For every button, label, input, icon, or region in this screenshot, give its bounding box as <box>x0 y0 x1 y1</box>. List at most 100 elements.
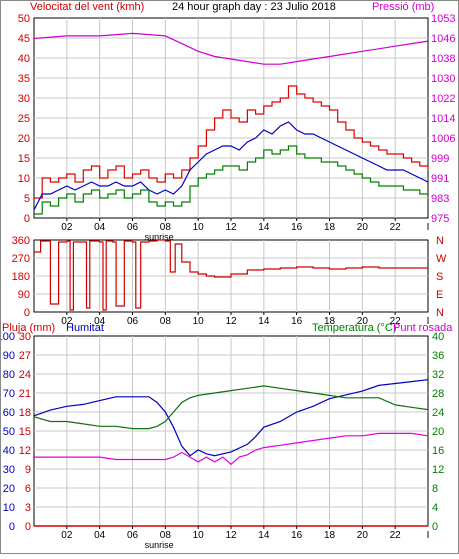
x-tick-label: 08 <box>160 222 172 233</box>
y-tick-label: 270 <box>12 253 30 265</box>
y-tick-label: 100 <box>0 331 15 343</box>
x-tick-label: 02 <box>61 530 73 541</box>
y-tick-label: 10 <box>3 502 15 514</box>
x-tick-label: 20 <box>357 316 369 327</box>
pressure-axis-label: Pressió (mb) <box>372 1 434 13</box>
x-tick-label: 18 <box>324 222 336 233</box>
y-tick-label: 25 <box>18 113 30 125</box>
y-tick-label: 8 <box>432 483 438 495</box>
y-tick-label: 50 <box>18 13 30 25</box>
x-tick-label: 22 <box>390 222 402 233</box>
y-tick-label: 16 <box>432 445 444 457</box>
y-tick-label: 40 <box>18 53 30 65</box>
x-tick-label: 20 <box>357 530 369 541</box>
average-line <box>33 121 429 211</box>
y-tick-label: 9 <box>25 464 31 476</box>
x-tick-label: 16 <box>291 316 303 327</box>
y-tick-label: 40 <box>3 445 15 457</box>
y-tick-label: 10 <box>18 173 30 185</box>
wind-axis-label: Velocitat del vent (kmh) <box>30 1 144 13</box>
humidity-axis-label: Humitat <box>66 322 104 334</box>
y-tick-label: 24 <box>432 407 444 419</box>
x-tick-label: 22 <box>390 316 402 327</box>
y-tick-label: 983 <box>431 193 449 205</box>
y-tick-label: 6 <box>25 483 31 495</box>
y-tick-label: E <box>436 289 443 301</box>
x-tick-label: 10 <box>193 222 205 233</box>
y-tick-label: 15 <box>19 426 31 438</box>
x-tick-label: 02 <box>61 316 73 327</box>
y-tick-label: 360 <box>12 235 30 247</box>
y-tick-label: 991 <box>431 173 449 185</box>
y-tick-label: 18 <box>19 407 31 419</box>
temperature-line <box>33 385 429 430</box>
gust-line <box>34 85 429 199</box>
x-tick-label: 10 <box>193 530 205 541</box>
y-tick-label: N <box>436 235 444 247</box>
x-tick-label: 08 <box>160 530 172 541</box>
temperature-axis-label: Temperatura (°C) <box>312 322 396 334</box>
y-tick-label: 45 <box>18 33 30 45</box>
y-tick-label: 975 <box>431 213 449 225</box>
y-tick-label: 1022 <box>431 93 455 105</box>
y-tick-label: 30 <box>19 331 31 343</box>
y-tick-label: 40 <box>432 331 444 343</box>
y-tick-label: 36 <box>432 350 444 362</box>
x-tick-label: I <box>427 530 430 541</box>
x-tick-label: 22 <box>390 530 402 541</box>
sunrise-label: sunrise <box>145 232 174 242</box>
x-tick-label: 08 <box>160 316 172 327</box>
x-tick-label: 10 <box>193 316 205 327</box>
x-tick-label: 06 <box>127 222 139 233</box>
x-tick-label: I <box>427 222 430 233</box>
y-tick-label: W <box>436 253 447 265</box>
x-tick-label: I <box>427 316 430 327</box>
x-tick-label: 12 <box>225 316 237 327</box>
y-tick-label: 28 <box>432 388 444 400</box>
y-tick-label: 20 <box>432 426 444 438</box>
x-tick-label: 16 <box>291 222 303 233</box>
y-tick-label: 1030 <box>431 73 455 85</box>
y-tick-label: 999 <box>431 153 449 165</box>
y-tick-label: 30 <box>3 464 15 476</box>
x-tick-label: 20 <box>357 222 369 233</box>
y-tick-label: 32 <box>432 369 444 381</box>
y-tick-label: 80 <box>3 369 15 381</box>
y-tick-label: 180 <box>12 271 30 283</box>
y-tick-label: 5 <box>24 193 30 205</box>
y-tick-label: 24 <box>19 369 31 381</box>
y-tick-label: 20 <box>18 133 30 145</box>
y-tick-label: 1046 <box>431 33 455 45</box>
x-tick-label: 14 <box>258 222 270 233</box>
x-tick-label: 18 <box>324 316 336 327</box>
x-tick-label: 12 <box>225 530 237 541</box>
y-tick-label: 70 <box>3 388 15 400</box>
y-tick-label: 0 <box>432 521 438 533</box>
y-tick-label: 35 <box>18 73 30 85</box>
y-tick-label: 90 <box>18 289 30 301</box>
y-tick-label: 15 <box>18 153 30 165</box>
y-tick-label: 1014 <box>431 113 455 125</box>
y-tick-label: 12 <box>432 464 444 476</box>
x-tick-label: 18 <box>324 530 336 541</box>
y-tick-label: 0 <box>24 307 30 319</box>
y-tick-label: 27 <box>19 350 31 362</box>
minimum-line <box>34 145 428 215</box>
pressure-line <box>33 32 429 65</box>
humidity-line <box>33 379 429 457</box>
y-tick-label: 30 <box>18 93 30 105</box>
x-tick-label: 16 <box>291 530 303 541</box>
dewpoint-line <box>34 432 429 466</box>
rain-axis-label: Pluja (mm) <box>2 322 55 334</box>
y-tick-label: 1053 <box>431 13 455 25</box>
y-tick-label: 12 <box>19 445 31 457</box>
y-tick-label: 20 <box>3 483 15 495</box>
y-tick-label: 0 <box>9 521 15 533</box>
y-tick-label: N <box>436 307 444 319</box>
y-tick-label: 60 <box>3 407 15 419</box>
x-tick-label: 06 <box>127 316 139 327</box>
y-tick-label: 4 <box>432 502 438 514</box>
direction-line <box>34 239 428 311</box>
dewpoint-axis-label: Punt rosada <box>393 322 453 334</box>
